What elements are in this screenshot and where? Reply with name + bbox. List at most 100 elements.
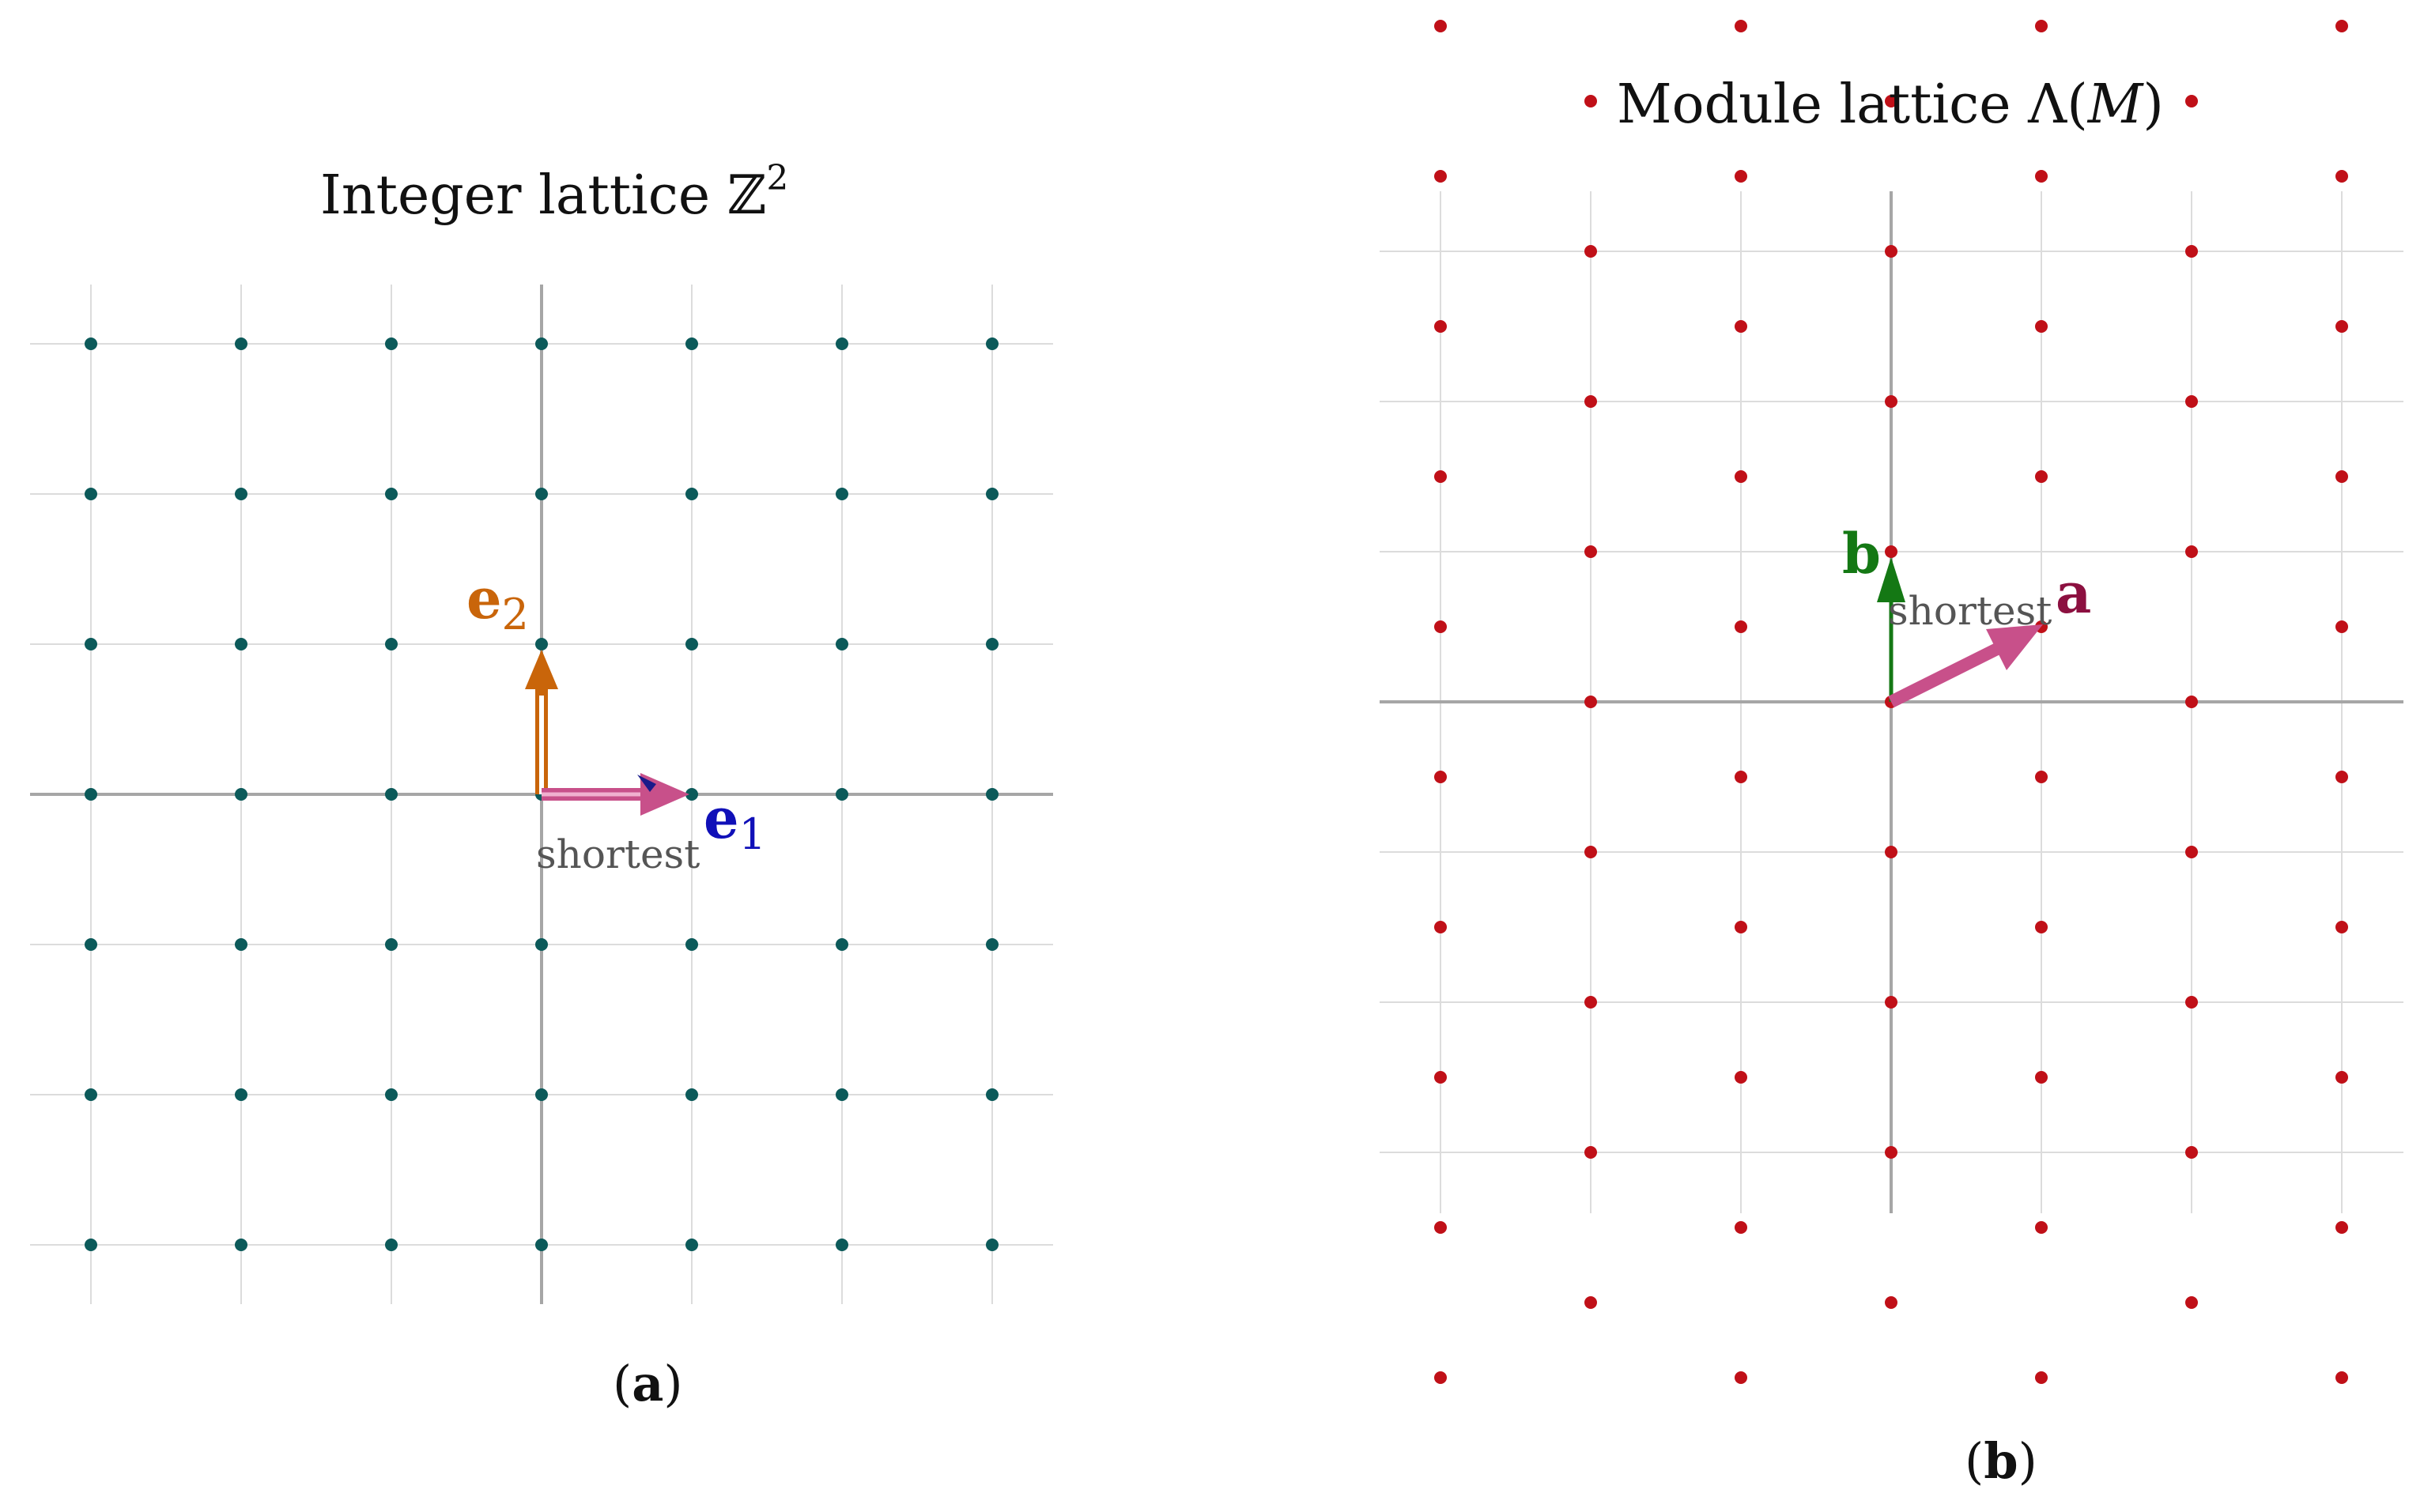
panel-a-lattice-point	[235, 488, 247, 500]
panel-b-lattice-point	[1735, 771, 1747, 783]
panel-b-lattice-point	[2185, 395, 2198, 408]
panel-a-lattice-point	[535, 488, 548, 500]
panel-b-lattice-point	[2335, 1221, 2348, 1234]
shortest-label-a: shortest	[536, 831, 700, 877]
panel-b-lattice-point	[1735, 1071, 1747, 1084]
panel-a-lattice-point	[385, 938, 398, 951]
panel-b-lattice-point	[1434, 1221, 1447, 1234]
panel-b-lattice-point	[2185, 996, 2198, 1009]
e1-arrowhead	[637, 775, 656, 792]
panel-b-lattice-point	[1885, 395, 1897, 408]
panel-a-lattice-point	[85, 1239, 97, 1251]
panel-b-lattice-point	[2335, 1071, 2348, 1084]
panel-b-lattice-point	[2335, 470, 2348, 483]
panel-a-lattice-point	[85, 337, 97, 350]
panel-a-lattice-point	[385, 788, 398, 801]
panel-a-lattice-point	[385, 638, 398, 650]
panel-a-lattice-point	[685, 638, 698, 650]
b-arrowhead	[1877, 557, 1905, 602]
e2-arrowhead	[525, 650, 558, 689]
e2-label: e2	[466, 566, 529, 639]
panel-b-lattice-point	[2335, 20, 2348, 32]
panel-a-lattice-point	[385, 488, 398, 500]
panel-b-lattice-point	[1584, 245, 1597, 258]
panel-b-lattice-point	[1434, 470, 1447, 483]
panel-a-lattice-point	[535, 337, 548, 350]
panel-b-lattice-point	[2185, 846, 2198, 858]
panel-b-lattice-point	[2335, 620, 2348, 633]
shortest-label-b: shortest	[1888, 588, 2052, 634]
panel-a-points	[85, 337, 999, 1251]
panel-b-lattice-point	[1584, 1296, 1597, 1309]
panel-b-lattice-point	[1735, 1371, 1747, 1384]
panel-b-lattice-point	[2035, 470, 2048, 483]
panel-a-lattice-point	[235, 337, 247, 350]
panel-a-lattice-point	[235, 788, 247, 801]
panel-b-points	[1434, 20, 2348, 1384]
panel-a-lattice-point	[986, 337, 999, 350]
panel-b-lattice-point	[2035, 1221, 2048, 1234]
panel-a-lattice-point	[836, 337, 848, 350]
panel-b-lattice-point	[2035, 1371, 2048, 1384]
panel-a-lattice-point	[986, 1239, 999, 1251]
panel-a-lattice-point	[85, 638, 97, 650]
panel-b-title: Module lattice Λ(M)	[1617, 74, 2164, 136]
panel-b-lattice-point	[2185, 1146, 2198, 1159]
panel-a-lattice-point	[685, 1239, 698, 1251]
panel-a-lattice-point	[85, 938, 97, 951]
panel-b-lattice-point	[1735, 470, 1747, 483]
panel-b-lattice-point	[1584, 696, 1597, 708]
panel-b-lattice-point	[2335, 921, 2348, 933]
panel-a-lattice-point	[235, 1239, 247, 1251]
panel-a-lattice-point	[385, 1088, 398, 1101]
panel-a-lattice-point	[535, 1239, 548, 1251]
panel-a-lattice-point	[535, 638, 548, 650]
a-label: a	[2056, 560, 2091, 626]
panel-a-lattice-point	[85, 1088, 97, 1101]
panel-b-lattice-point	[1434, 921, 1447, 933]
panel-a-lattice-point	[836, 788, 848, 801]
b-label: b	[1842, 521, 1881, 586]
panel-b-lattice-point	[1434, 1371, 1447, 1384]
panel-a-lattice-point	[836, 1239, 848, 1251]
panel-a-lattice-point	[685, 337, 698, 350]
shortest-a-arrowhead	[640, 773, 689, 816]
panel-b-lattice-point	[1584, 95, 1597, 107]
panel-b-lattice-point	[2185, 95, 2198, 107]
panel-b-lattice-point	[1885, 846, 1897, 858]
panel-a-lattice-point	[235, 938, 247, 951]
panel-a-lattice-point	[986, 638, 999, 650]
panel-b-lattice-point	[1885, 996, 1897, 1009]
panel-a-lattice-point	[986, 1088, 999, 1101]
panel-a-lattice-point	[685, 488, 698, 500]
panel-b-lattice-point	[1735, 921, 1747, 933]
panel-a-lattice-point	[836, 488, 848, 500]
panel-b-caption: (b)	[1965, 1432, 2037, 1490]
panel-b-lattice-point	[2335, 320, 2348, 333]
panel-b-lattice-point	[1434, 320, 1447, 333]
panel-b-lattice-point	[1735, 1221, 1747, 1234]
panel-b-lattice-point	[2035, 320, 2048, 333]
panel-b-lattice-point	[2335, 1371, 2348, 1384]
panel-b-lattice-point	[2035, 20, 2048, 32]
panel-b-lattice-point	[1735, 20, 1747, 32]
panel-b-lattice-point	[2035, 1071, 2048, 1084]
panel-b-lattice-point	[1735, 620, 1747, 633]
panel-b-lattice-point	[1885, 1296, 1897, 1309]
panel-a-lattice-point	[85, 788, 97, 801]
panel-a-lattice-point	[235, 638, 247, 650]
panel-b-lattice-point	[2035, 170, 2048, 183]
panel-b-lattice-point	[1735, 170, 1747, 183]
e1-label: e1	[704, 786, 766, 859]
panel-b-lattice-point	[1584, 395, 1597, 408]
panel-a-lattice-point	[986, 488, 999, 500]
panel-a-lattice-point	[685, 788, 698, 801]
panel-a-lattice-point	[535, 938, 548, 951]
panel-b-lattice-point	[1434, 20, 1447, 32]
panel-b-lattice-point	[1434, 170, 1447, 183]
panel-a-lattice-point	[685, 938, 698, 951]
panel-b-lattice-point	[2035, 771, 2048, 783]
panel-b-lattice-point	[1434, 1071, 1447, 1084]
panel-a-lattice-point	[836, 938, 848, 951]
panel-b-lattice-point	[1885, 245, 1897, 258]
